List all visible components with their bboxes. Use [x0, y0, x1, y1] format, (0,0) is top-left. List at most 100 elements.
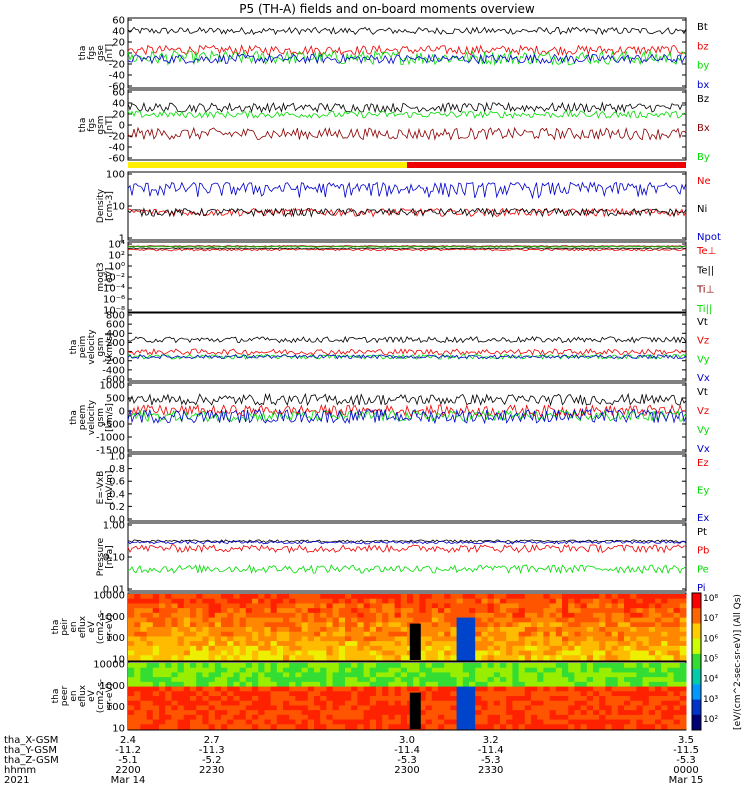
heatmap-cell: [283, 617, 290, 623]
heatmap-cell: [642, 672, 650, 678]
heatmap-cell: [264, 650, 272, 656]
heatmap-cell: [655, 608, 662, 614]
heatmap-cell: [493, 641, 501, 647]
heatmap-cell: [128, 705, 135, 711]
heatmap-cell: [438, 603, 445, 609]
heatmap-cell: [357, 724, 365, 730]
heatmap-cell: [140, 714, 148, 721]
heatmap-cell: [605, 655, 613, 661]
heatmap-cell: [283, 645, 290, 652]
heatmap-cell: [214, 719, 222, 725]
heatmap-cell: [307, 667, 315, 673]
heatmap-cell: [624, 667, 631, 673]
heatmap-cell: [580, 719, 588, 725]
heatmap-cell: [630, 686, 637, 692]
heatmap-cell: [419, 719, 427, 725]
heatmap-cell: [190, 655, 197, 661]
heatmap-cell: [289, 663, 296, 669]
heatmap-cell: [382, 622, 389, 628]
heatmap-cell: [252, 686, 259, 692]
heatmap-cell: [388, 686, 396, 692]
heatmap-cell: [221, 663, 228, 669]
heatmap-cell: [580, 686, 588, 692]
heatmap-cell: [332, 667, 340, 673]
heatmap-cell: [562, 631, 569, 637]
heatmap-cell: [128, 691, 135, 697]
heatmap-cell: [214, 594, 222, 600]
heatmap-cell: [233, 719, 241, 725]
heatmap-cell: [555, 696, 563, 702]
heatmap-cell: [227, 650, 234, 656]
heatmap-cell: [128, 631, 135, 637]
heatmap-cell: [146, 631, 154, 637]
y-tick-label: 0: [119, 347, 125, 358]
heatmap-cell: [524, 655, 532, 661]
heatmap-cell: [171, 617, 179, 623]
heatmap-cell: [214, 641, 222, 647]
heatmap-cell: [196, 681, 203, 688]
heatmap-cell: [593, 645, 600, 652]
heatmap-cell: [667, 667, 675, 673]
heatmap-cell: [506, 631, 513, 637]
heatmap-cell: [400, 650, 408, 656]
heatmap-cell: [518, 603, 526, 609]
heatmap-cell: [611, 681, 619, 688]
heatmap-cell: [146, 724, 154, 730]
heatmap-cell: [202, 636, 210, 642]
heatmap-cell: [642, 622, 650, 628]
heatmap-cell: [574, 681, 582, 688]
heatmap-cell: [425, 650, 433, 656]
heatmap-cell: [252, 677, 259, 683]
colorbar-tick-label: 10⁸: [703, 594, 718, 604]
heatmap-cell: [264, 719, 272, 725]
heatmap-cell: [475, 617, 482, 623]
heatmap-cell: [574, 641, 582, 647]
heatmap-cell: [549, 636, 557, 642]
heatmap-cell: [655, 696, 662, 702]
heatmap-cell: [227, 710, 234, 716]
heatmap-cell: [555, 705, 563, 711]
heatmap-cell: [134, 622, 141, 628]
heatmap-cell: [338, 681, 346, 688]
heatmap-cell: [295, 608, 303, 614]
heatmap-cell: [450, 655, 458, 661]
heatmap-cell: [239, 603, 247, 609]
y-tick-label: 0.6: [109, 477, 125, 488]
y-tick-label: 400: [106, 329, 125, 340]
heatmap-cell: [413, 681, 420, 688]
heatmap-cell: [307, 612, 315, 619]
heatmap-cell: [400, 696, 408, 702]
heatmap-cell: [146, 686, 154, 692]
heatmap-cell: [357, 608, 365, 614]
y-axis-label: Pressure: [96, 537, 106, 576]
heatmap-cell: [245, 627, 253, 633]
heatmap-cell: [388, 719, 396, 725]
heatmap-cell: [332, 598, 340, 604]
y-axis-label: fgs: [87, 118, 97, 132]
heatmap-cell: [227, 655, 234, 661]
y-axis-label: en: [69, 690, 79, 701]
heatmap-cell: [450, 650, 458, 656]
heatmap-cell: [363, 672, 371, 678]
heatmap-cell: [586, 719, 594, 725]
heatmap-cell: [394, 608, 402, 614]
heatmap-cell: [307, 650, 315, 656]
heatmap-cell: [258, 631, 265, 637]
heatmap-cell: [165, 681, 172, 688]
y-tick-label: 0: [119, 407, 125, 418]
heatmap-cell: [624, 696, 631, 702]
heatmap-cell: [295, 631, 303, 637]
heatmap-cell: [580, 714, 588, 721]
heatmap-cell: [568, 622, 575, 628]
heatmap-cell: [320, 663, 327, 669]
heatmap-cell: [351, 696, 358, 702]
heatmap-cell: [506, 645, 513, 652]
heatmap-cell: [183, 686, 191, 692]
heatmap-cell: [475, 594, 482, 600]
heatmap-cell: [283, 663, 290, 669]
heatmap-cell: [617, 645, 625, 652]
heatmap-cell: [549, 594, 557, 600]
heatmap-cell: [369, 650, 377, 656]
heatmap-cell: [673, 617, 681, 623]
heatmap-cell: [128, 667, 135, 673]
